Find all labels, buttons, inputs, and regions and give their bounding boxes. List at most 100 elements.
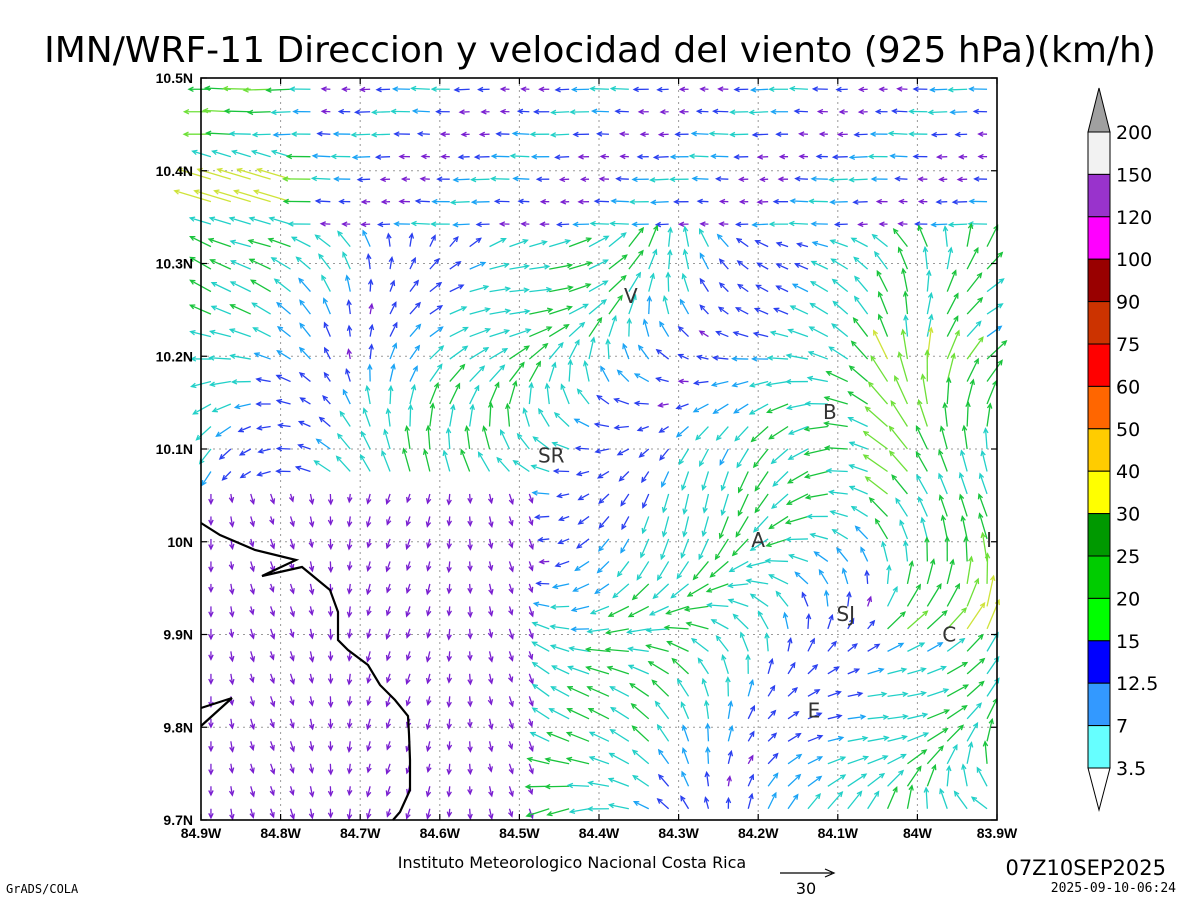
wind-arrow: [416, 131, 430, 137]
wind-arrow: [238, 448, 252, 456]
wind-arrow: [410, 220, 430, 227]
wind-arrow: [548, 361, 557, 382]
wind-arrow: [508, 361, 525, 382]
wind-arrow: [409, 344, 421, 360]
wind-arrow: [604, 646, 629, 653]
wind-arrow: [528, 516, 534, 527]
wind-arrow: [346, 583, 353, 595]
wind-arrow: [838, 109, 848, 115]
axis-ticks: 84.9W 84.8W 84.7W 84.6W 84.5W 84.4W 84.3W 84.2W…: [156, 70, 1018, 841]
wind-arrow: [344, 274, 351, 292]
wind-arrow: [751, 221, 769, 228]
wind-arrow: [857, 109, 868, 115]
wind-arrow: [946, 315, 959, 337]
wind-arrow: [656, 797, 670, 810]
wind-arrow: [425, 786, 432, 798]
wind-arrow: [407, 403, 414, 427]
wind-arrow: [517, 198, 530, 205]
wind-arrow: [440, 153, 450, 160]
wind-arrow: [631, 221, 649, 228]
wind-arrow: [269, 538, 276, 550]
wind-arrow: [637, 344, 650, 360]
colorbar-label: 200: [1116, 122, 1152, 144]
wind-arrow: [488, 786, 494, 798]
wind-arrow: [375, 86, 391, 93]
wind-arrow: [560, 383, 570, 405]
wind-arrow: [695, 354, 709, 361]
wind-arrow: [739, 631, 749, 652]
wind-arrow: [467, 583, 473, 595]
wind-arrow: [295, 256, 311, 270]
wind-arrow: [717, 86, 729, 92]
wind-arrow: [409, 365, 418, 382]
wind-arrow: [873, 329, 889, 360]
wind-arrow: [228, 628, 235, 639]
x-tick-label: 84.1W: [818, 825, 859, 841]
city-label: A: [751, 528, 765, 552]
wind-arrow: [890, 400, 908, 427]
wind-arrow: [618, 131, 629, 137]
wind-arrow: [675, 426, 689, 438]
wind-arrow: [436, 176, 450, 182]
wind-arrow: [232, 189, 271, 203]
wind-arrow: [249, 606, 255, 616]
wind-arrow: [346, 718, 353, 729]
wind-arrow: [544, 783, 570, 790]
wind-arrow: [912, 153, 928, 160]
wind-arrow: [409, 256, 416, 270]
wind-arrow: [784, 515, 809, 525]
wind-arrow: [714, 538, 729, 561]
wind-arrow: [810, 176, 828, 182]
wind-arrow: [764, 632, 770, 652]
wind-arrow: [505, 402, 511, 427]
wind-arrow: [829, 509, 848, 518]
wind-arrow: [400, 176, 410, 182]
wind-arrow: [906, 784, 914, 809]
wind-arrow: [926, 313, 934, 337]
wind-arrow: [429, 234, 436, 247]
wind-arrow: [405, 696, 411, 707]
wind-arrow: [385, 673, 392, 684]
wind-arrow: [701, 516, 710, 538]
wind-arrow: [749, 593, 769, 607]
wind-arrow: [409, 301, 421, 315]
wind-arrow: [593, 198, 609, 205]
wind-arrow: [864, 406, 888, 428]
wind-arrow: [478, 131, 490, 138]
wind-arrow: [636, 154, 649, 160]
wind-arrow: [559, 199, 570, 205]
wind-arrow: [208, 493, 214, 506]
wind-arrow: [359, 453, 371, 472]
wind-arrow: [735, 237, 749, 248]
wind-arrow: [870, 355, 889, 382]
wind-arrow: [649, 177, 669, 183]
wind-arrow: [308, 583, 315, 596]
wind-arrow: [588, 731, 610, 742]
wind-arrow: [313, 460, 331, 473]
wind-arrow: [487, 538, 494, 550]
wind-arrow: [847, 773, 868, 787]
wind-arrow: [272, 132, 291, 138]
wind-arrow: [718, 198, 729, 205]
wind-arrow: [336, 432, 351, 450]
wind-arrow: [867, 381, 889, 405]
wind-arrow: [864, 569, 870, 584]
wind-arrow: [366, 763, 372, 774]
wind-arrow: [314, 198, 331, 204]
wind-arrow: [568, 808, 590, 814]
wind-arrow: [347, 786, 353, 797]
wind-arrow: [657, 131, 669, 138]
wind-arrow: [489, 347, 509, 360]
wind-arrow: [747, 792, 754, 809]
wind-arrow: [327, 561, 334, 574]
wind-arrow: [236, 167, 271, 180]
wind-arrow: [947, 87, 968, 93]
wind-arrow: [467, 673, 473, 686]
wind-arrow: [682, 493, 690, 515]
wind-arrow: [499, 108, 510, 115]
wind-arrow: [520, 86, 530, 92]
wind-arrow: [323, 371, 331, 382]
wind-arrow: [327, 516, 334, 526]
wind-arrow: [406, 493, 412, 504]
wind-arrow: [249, 651, 256, 663]
